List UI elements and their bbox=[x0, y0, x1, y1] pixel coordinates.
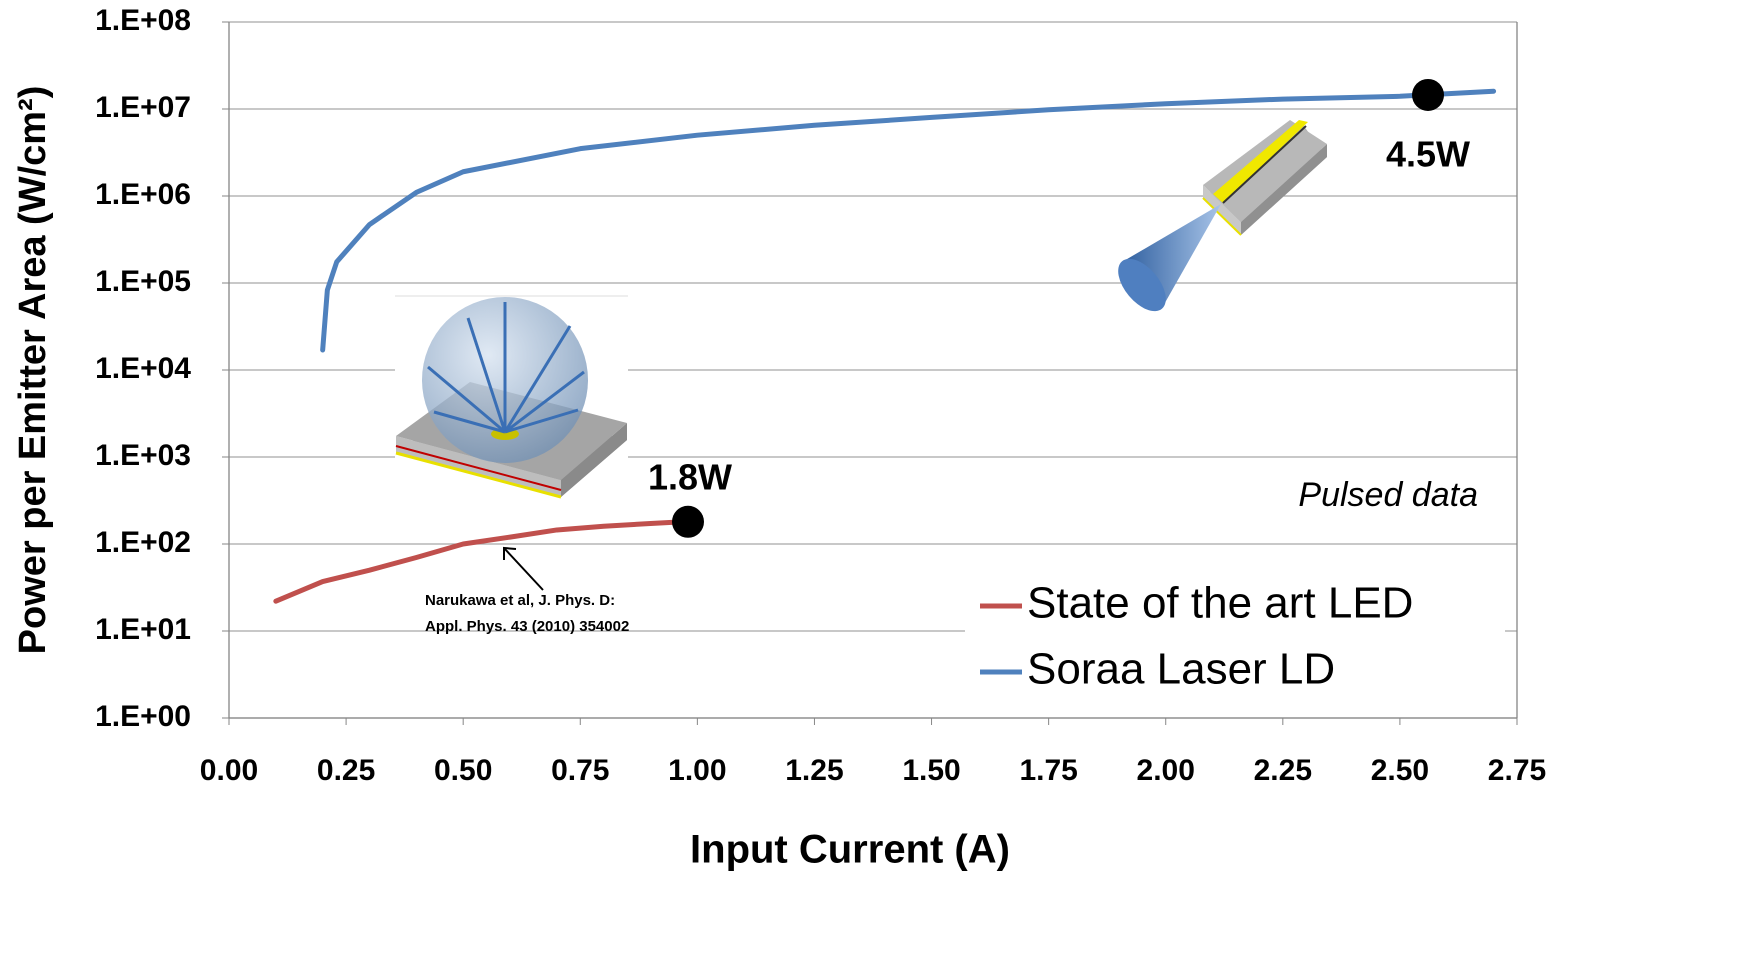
y-tick-label: 1.E+02 bbox=[95, 526, 191, 559]
citation-arrow bbox=[504, 548, 543, 590]
y-tick-label: 1.E+01 bbox=[95, 613, 191, 646]
y-tick-label: 1.E+03 bbox=[95, 439, 191, 472]
x-tick-label: 2.25 bbox=[1254, 754, 1312, 787]
legend-label: Soraa Laser LD bbox=[1027, 645, 1335, 694]
x-tick-label: 0.75 bbox=[551, 754, 609, 787]
marker-label: 4.5W bbox=[1386, 133, 1470, 174]
citation: Narukawa et al, J. Phys. D: bbox=[425, 592, 615, 609]
y-tick-label: 1.E+08 bbox=[95, 4, 191, 37]
citation: Appl. Phys. 43 (2010) 354002 bbox=[425, 618, 629, 635]
series-line bbox=[276, 522, 683, 601]
legend-label: State of the art LED bbox=[1027, 579, 1413, 628]
x-tick-label: 1.00 bbox=[668, 754, 726, 787]
x-tick-label: 1.75 bbox=[1019, 754, 1077, 787]
x-tick-label: 0.00 bbox=[200, 754, 258, 787]
x-tick-label: 2.50 bbox=[1371, 754, 1429, 787]
y-tick-label: 1.E+07 bbox=[95, 91, 191, 124]
x-tick-label: 1.50 bbox=[902, 754, 960, 787]
chart: 1.E+00 1.E+01 1.E+02 1.E+03 1.E+04 1.E+05 1.E+… bbox=[0, 0, 1745, 974]
laser-illustration bbox=[1109, 120, 1327, 320]
marker bbox=[672, 506, 704, 538]
x-tick-label: 1.25 bbox=[785, 754, 843, 787]
y-axis-title: Power per Emitter Area (W/cm²) bbox=[12, 86, 54, 655]
led-illustration bbox=[395, 296, 628, 497]
y-tick-label: 1.E+06 bbox=[95, 178, 191, 211]
x-tick-label: 0.50 bbox=[434, 754, 492, 787]
y-tick-label: 1.E+00 bbox=[95, 700, 191, 733]
marker bbox=[1412, 79, 1444, 111]
y-tick-label: 1.E+04 bbox=[95, 352, 191, 385]
x-tick-label: 0.25 bbox=[317, 754, 375, 787]
x-tick-label: 2.00 bbox=[1137, 754, 1195, 787]
annotation: Pulsed data bbox=[1298, 476, 1478, 514]
x-tick-label: 2.75 bbox=[1488, 754, 1546, 787]
y-tick-label: 1.E+05 bbox=[95, 265, 191, 298]
marker-label: 1.8W bbox=[648, 456, 732, 497]
x-axis-title: Input Current (A) bbox=[690, 828, 1010, 872]
